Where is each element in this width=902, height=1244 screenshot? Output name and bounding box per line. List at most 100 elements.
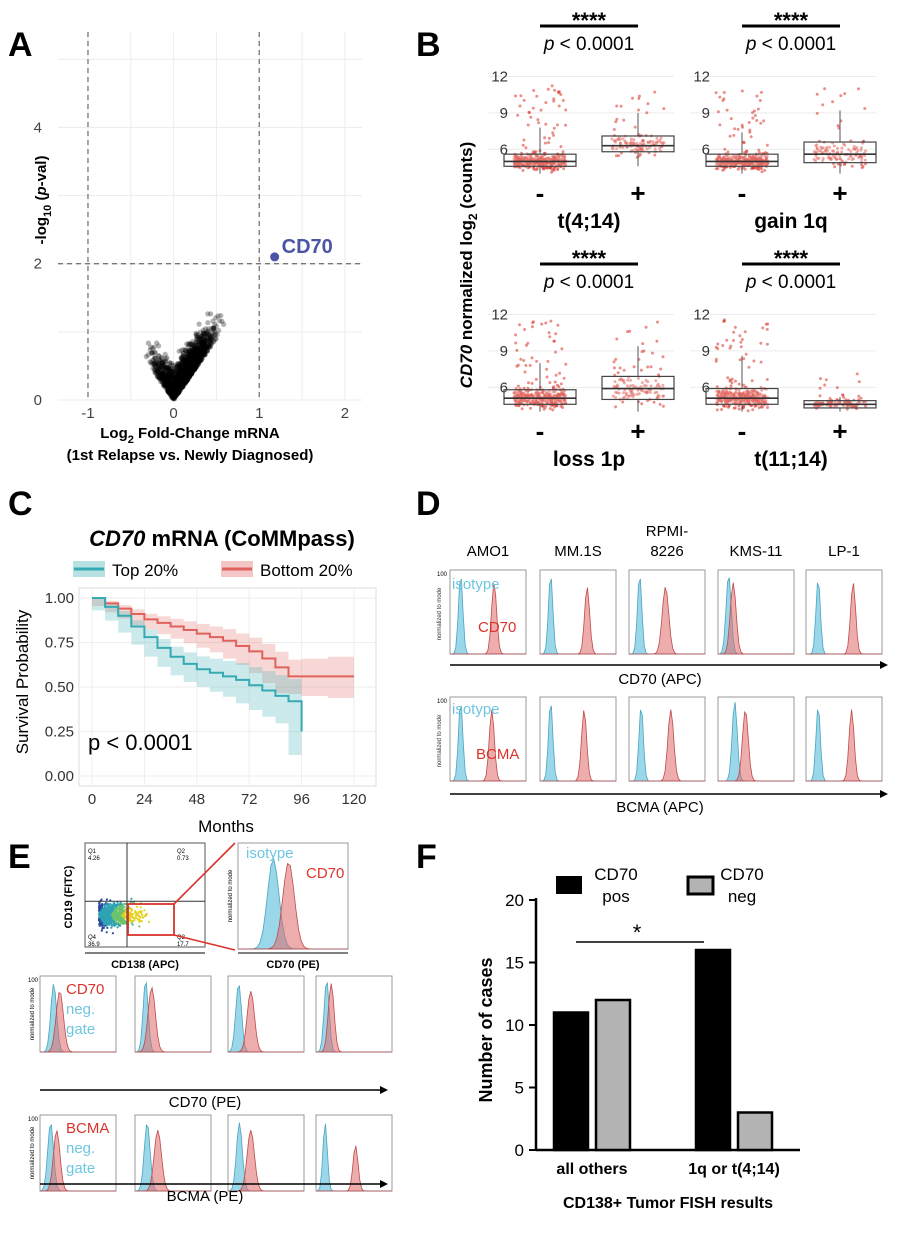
dot-plot-event <box>104 907 107 910</box>
boxplot-point <box>559 145 563 149</box>
volcano-point <box>189 367 195 373</box>
boxplot-point <box>544 122 548 126</box>
volcano-point <box>186 353 192 359</box>
volcano-point <box>200 348 206 354</box>
volcano-point <box>163 383 170 389</box>
volcano-point <box>196 355 202 361</box>
volcano-point <box>166 375 172 381</box>
volcano-point <box>179 384 185 390</box>
volcano-point <box>183 367 189 373</box>
volcano-point <box>148 361 155 367</box>
volcano-point <box>167 367 173 374</box>
volcano-point <box>172 383 178 389</box>
volcano-point <box>201 352 207 358</box>
volcano-point <box>165 365 171 371</box>
volcano-point <box>170 371 177 377</box>
boxplot-ylabel: CD70 normalized log2 (counts) <box>457 142 480 389</box>
boxplot-box <box>601 135 675 153</box>
volcano-point <box>174 390 180 396</box>
volcano-point <box>201 349 208 355</box>
volcano-point <box>160 359 166 365</box>
boxplot-point <box>842 163 846 167</box>
boxplot-point <box>732 339 735 342</box>
volcano-point <box>178 365 184 371</box>
volcano-point <box>171 392 177 398</box>
boxplot-point <box>751 116 755 120</box>
volcano-point <box>165 376 171 382</box>
volcano-point <box>186 360 192 366</box>
volcano-point <box>194 363 200 369</box>
volcano-point <box>171 393 177 399</box>
volcano-point <box>161 359 167 365</box>
volcano-point <box>181 364 187 370</box>
volcano-point <box>177 371 183 377</box>
volcano-point <box>187 359 194 365</box>
volcano-point <box>202 337 208 343</box>
volcano-point <box>185 375 191 382</box>
volcano-point <box>192 361 198 367</box>
volcano-point <box>178 365 184 371</box>
dot-plot-event <box>110 918 114 921</box>
volcano-point <box>178 367 184 373</box>
volcano-point <box>179 376 185 382</box>
volcano-point <box>163 381 169 387</box>
volcano-point <box>195 361 201 367</box>
volcano-point <box>192 359 198 366</box>
volcano-point <box>210 318 216 324</box>
dot-plot-event <box>113 917 116 920</box>
dot-plot-event <box>120 910 124 913</box>
volcano-point <box>183 378 189 385</box>
volcano-point <box>178 360 184 366</box>
volcano-point <box>185 369 191 375</box>
boxplot-point <box>626 330 630 334</box>
boxplot-point <box>819 377 822 381</box>
volcano-point <box>195 331 201 337</box>
volcano-point <box>173 376 179 382</box>
volcano-point <box>175 384 181 390</box>
volcano-point <box>194 334 200 340</box>
dot-plot-event <box>115 905 118 908</box>
boxplot-point <box>633 125 637 129</box>
volcano-point <box>174 390 181 396</box>
e-cd70-label: CD70 <box>306 865 344 882</box>
boxplot-point <box>552 385 556 389</box>
volcano-point <box>180 367 186 373</box>
dot-plot-event <box>111 932 114 935</box>
volcano-point <box>189 368 195 374</box>
volcano-point <box>189 356 196 362</box>
volcano-point <box>195 334 201 340</box>
volcano-point <box>181 373 187 379</box>
boxplot-point <box>831 100 835 104</box>
volcano-point <box>194 356 200 362</box>
km-legend-bottom-label: Bottom 20% <box>260 561 353 580</box>
boxplot-point <box>729 344 733 348</box>
volcano-point <box>170 396 176 402</box>
bar-xlabel: CD138+ Tumor FISH results <box>563 1195 773 1212</box>
boxplot-point <box>562 167 566 171</box>
volcano-point <box>188 368 194 375</box>
volcano-point <box>152 355 158 361</box>
boxplot-point <box>622 118 626 122</box>
volcano-point <box>181 365 187 371</box>
volcano-point <box>177 376 183 382</box>
volcano-point <box>175 377 181 383</box>
dot-plot-event <box>106 923 109 926</box>
boxplot-point <box>863 107 867 110</box>
volcano-point <box>175 382 181 388</box>
panel-c-survival: C CD70 mRNA (CoMMpass) Top 20% Bottom 20… <box>8 485 377 836</box>
volcano-point <box>185 371 191 377</box>
volcano-point <box>194 336 200 342</box>
volcano-point <box>157 370 163 376</box>
volcano-point <box>156 361 162 367</box>
volcano-xlabel-line2: (1st Relapse vs. Newly Diagnosed) <box>67 447 314 464</box>
volcano-point <box>187 356 193 363</box>
volcano-point <box>161 381 167 388</box>
dot-plot-event <box>115 921 118 924</box>
volcano-point <box>178 355 184 361</box>
boxplot-point <box>554 154 558 158</box>
volcano-point <box>188 371 195 377</box>
volcano-point <box>212 329 218 335</box>
volcano-point <box>180 381 186 387</box>
volcano-point <box>152 364 158 370</box>
